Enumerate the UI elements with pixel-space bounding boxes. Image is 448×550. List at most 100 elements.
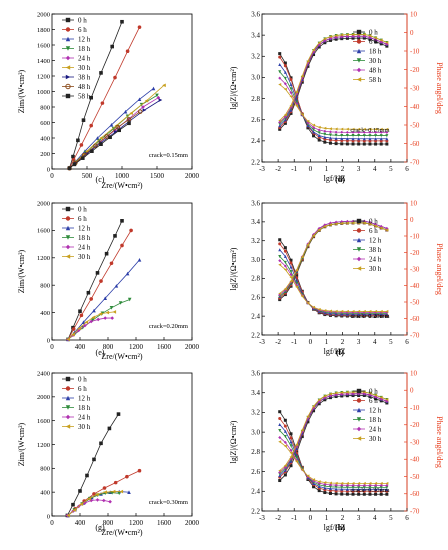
legend-marker — [65, 244, 71, 250]
phase-point — [312, 409, 316, 413]
y2-tick-label: 10 — [410, 10, 418, 18]
magnitude-point — [278, 410, 282, 414]
legend-marker — [356, 398, 362, 403]
legend-marker — [65, 17, 71, 23]
phase-point — [345, 33, 349, 37]
x-axis-label: lgf/HZ — [324, 523, 346, 532]
data-point — [117, 491, 121, 496]
data-point — [151, 86, 156, 91]
legend-label: 0 h — [78, 17, 87, 25]
series-line — [69, 26, 140, 169]
magnitude-point — [345, 483, 349, 487]
phase-point — [289, 279, 293, 283]
magnitude-point — [283, 249, 287, 253]
data-point — [120, 219, 124, 223]
phase-point — [385, 398, 389, 402]
phase-point — [300, 428, 304, 432]
phase-point — [283, 287, 287, 291]
magnitude-point — [374, 481, 378, 485]
legend-label: 6 h — [369, 227, 378, 235]
data-point — [66, 337, 70, 342]
magnitude-point — [385, 130, 389, 134]
magnitude-point — [379, 142, 383, 146]
magnitude-point — [340, 492, 344, 496]
data-point — [129, 111, 133, 115]
series-6h — [66, 228, 133, 342]
phase-point — [295, 443, 299, 447]
data-point — [162, 83, 166, 88]
x-tick-label: -1 — [291, 165, 297, 173]
magnitude-point — [374, 485, 378, 489]
x-tick-label: 1 — [325, 514, 329, 522]
phase-point — [283, 473, 287, 477]
y2-tick-label: -30 — [410, 438, 420, 446]
magnitude-point — [323, 484, 327, 488]
x-tick-label: 0 — [309, 165, 313, 173]
legend-label: 38 h — [78, 74, 91, 82]
magnitude-point — [328, 133, 332, 137]
magnitude-point — [283, 424, 287, 428]
magnitude-point — [379, 130, 383, 134]
y-tick-label: 1800 — [37, 27, 50, 34]
y2-axis-label: Phase angel/deg — [435, 416, 444, 468]
y-tick-label: 0 — [47, 513, 50, 520]
magnitude-point — [362, 483, 366, 487]
legend: 0 h6 h 12 h18 h 24 h30 h — [62, 206, 91, 261]
phase-point — [374, 224, 378, 228]
x-tick-label: 1200 — [129, 343, 144, 351]
magnitude-point — [289, 432, 293, 436]
y-tick-label: 600 — [40, 120, 50, 127]
phase-point — [295, 268, 299, 272]
magnitude-point — [379, 492, 383, 496]
magnitude-point — [289, 451, 293, 455]
legend-marker — [65, 206, 71, 212]
magnitude-point — [278, 263, 282, 267]
series-30h — [278, 221, 389, 313]
magnitude-point — [357, 483, 361, 487]
data-point — [99, 441, 103, 446]
data-point — [126, 117, 132, 122]
magnitude-point — [323, 126, 327, 130]
magnitude-point — [283, 264, 287, 268]
legend-marker — [65, 386, 71, 391]
magnitude-point — [283, 246, 287, 250]
y-tick-label: 1600 — [37, 418, 50, 425]
x-tick-label: 1600 — [157, 519, 172, 527]
phase-point — [368, 222, 372, 226]
magnitude-point — [334, 127, 338, 131]
phase-point — [328, 223, 332, 227]
data-point — [105, 310, 110, 315]
magnitude-point — [362, 127, 366, 131]
phase-point — [379, 399, 383, 403]
magnitude-point — [283, 76, 287, 80]
series-0h — [66, 219, 124, 342]
phase-point — [283, 464, 287, 468]
magnitude-point — [323, 481, 327, 485]
legend-marker — [65, 74, 71, 80]
y-tick-label: 2.6 — [251, 116, 260, 124]
series-0h — [65, 412, 121, 518]
y-tick-label: 2.2 — [251, 331, 260, 339]
magnitude-point — [334, 136, 338, 140]
series-58h — [67, 121, 131, 171]
magnitude-point — [312, 305, 316, 309]
magnitude-point — [289, 436, 293, 440]
magnitude-point — [283, 440, 287, 444]
data-point — [109, 123, 114, 127]
phase-point — [385, 44, 389, 48]
y2-tick-label: -20 — [410, 66, 420, 74]
legend-label: 30 h — [78, 423, 91, 431]
magnitude-point — [323, 132, 327, 136]
x-tick-label: 800 — [103, 343, 114, 351]
x-axis-label: Zre/(W•cm²) — [101, 181, 143, 190]
magnitude-point — [289, 261, 293, 265]
magnitude-point — [300, 294, 304, 298]
legend-label: 0 h — [78, 376, 87, 384]
panel-caption: (e) — [96, 348, 105, 357]
magnitude-point — [283, 61, 287, 65]
phase-point — [334, 222, 338, 226]
magnitude-point — [289, 444, 293, 448]
magnitude-point — [351, 309, 355, 313]
magnitude-point — [357, 309, 361, 313]
data-point — [99, 279, 103, 283]
